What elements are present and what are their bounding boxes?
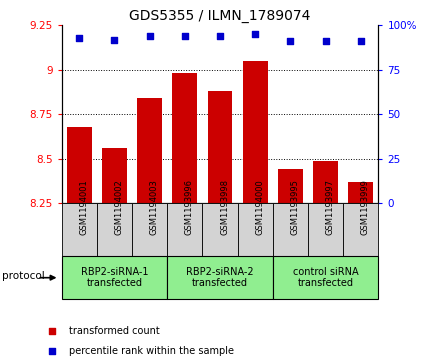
- Point: [287, 38, 294, 44]
- Text: control siRNA
transfected: control siRNA transfected: [293, 267, 359, 289]
- Bar: [273, 256, 378, 299]
- Title: GDS5355 / ILMN_1789074: GDS5355 / ILMN_1789074: [129, 9, 311, 23]
- Text: GSM1193995: GSM1193995: [290, 180, 299, 236]
- Point: [357, 38, 364, 44]
- Text: GSM1193996: GSM1193996: [185, 179, 194, 236]
- Bar: [273, 203, 308, 256]
- Bar: [348, 182, 373, 203]
- Point: [111, 37, 118, 42]
- Bar: [167, 203, 202, 256]
- Text: GSM1193999: GSM1193999: [361, 180, 370, 236]
- Point: [181, 33, 188, 39]
- Text: protocol: protocol: [2, 271, 45, 281]
- Bar: [67, 127, 92, 203]
- Text: transformed count: transformed count: [69, 326, 160, 336]
- Point: [252, 31, 259, 37]
- Bar: [137, 98, 162, 203]
- Bar: [202, 203, 238, 256]
- Text: GSM1193997: GSM1193997: [326, 179, 334, 236]
- Point: [48, 328, 55, 334]
- Bar: [278, 170, 303, 203]
- Point: [216, 33, 224, 39]
- Text: RBP2-siRNA-2
transfected: RBP2-siRNA-2 transfected: [186, 267, 254, 289]
- Bar: [62, 203, 97, 256]
- Bar: [132, 203, 167, 256]
- Bar: [243, 61, 268, 203]
- Text: GSM1194000: GSM1194000: [255, 180, 264, 235]
- Point: [146, 33, 153, 39]
- Point: [48, 348, 55, 354]
- Text: percentile rank within the sample: percentile rank within the sample: [69, 346, 234, 356]
- Text: RBP2-siRNA-1
transfected: RBP2-siRNA-1 transfected: [81, 267, 148, 289]
- Bar: [102, 148, 127, 203]
- Bar: [208, 91, 232, 203]
- Bar: [343, 203, 378, 256]
- Point: [76, 35, 83, 41]
- Bar: [62, 256, 167, 299]
- Text: GSM1194002: GSM1194002: [114, 180, 123, 235]
- Bar: [308, 203, 343, 256]
- Bar: [313, 160, 338, 203]
- Bar: [167, 256, 273, 299]
- Text: GSM1194003: GSM1194003: [150, 180, 158, 236]
- Text: GSM1193998: GSM1193998: [220, 179, 229, 236]
- Bar: [97, 203, 132, 256]
- Bar: [238, 203, 273, 256]
- Bar: [172, 73, 197, 203]
- Text: GSM1194001: GSM1194001: [79, 180, 88, 235]
- Point: [322, 38, 329, 44]
